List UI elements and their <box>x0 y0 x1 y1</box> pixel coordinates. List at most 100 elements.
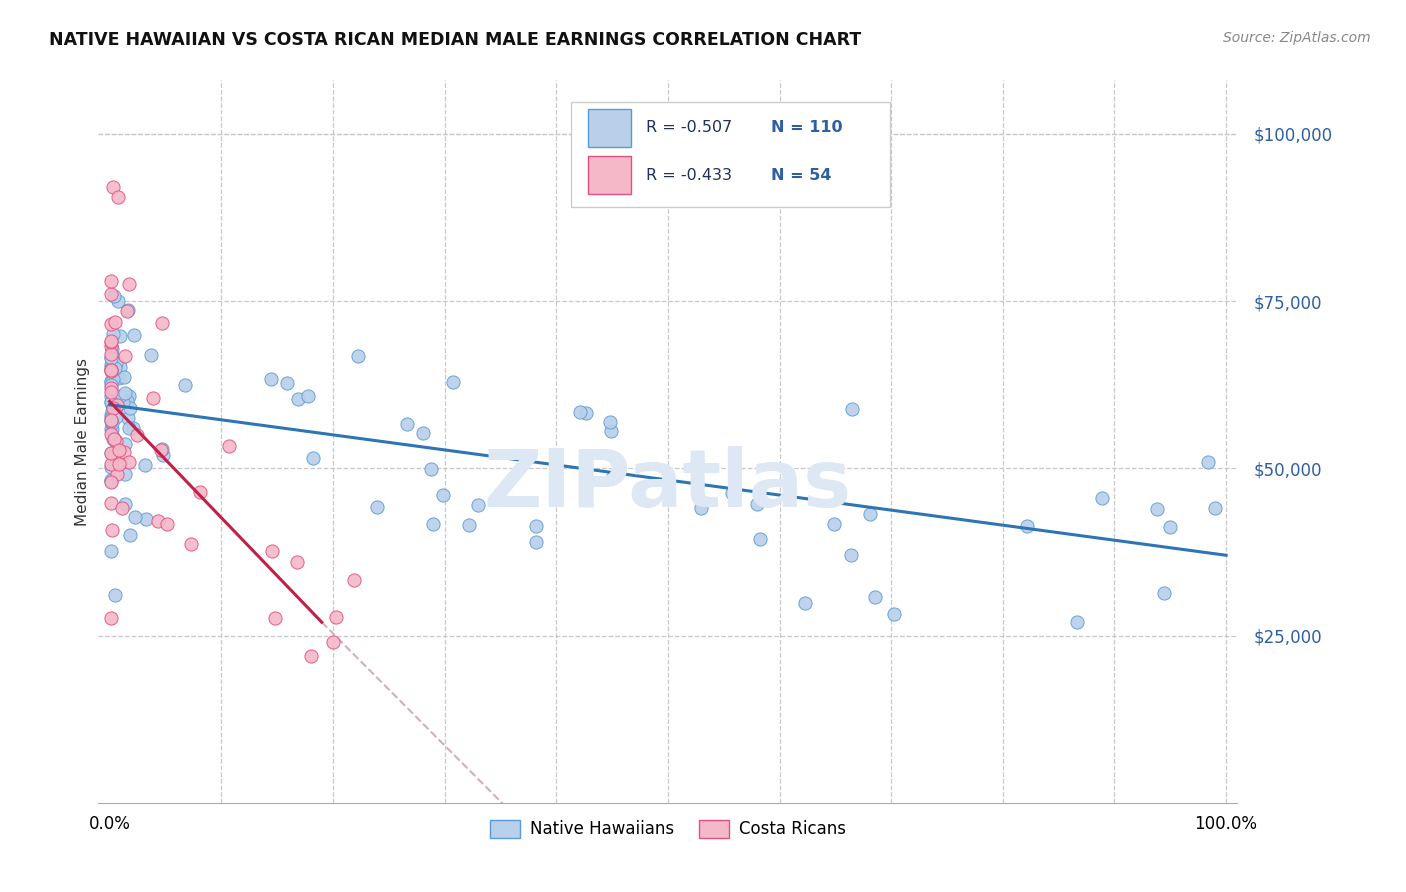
Point <box>114 385 136 400</box>
Point <box>117 303 139 318</box>
Point <box>100 361 122 376</box>
Point <box>134 458 156 472</box>
Point <box>100 395 122 409</box>
Point <box>721 486 744 500</box>
Point <box>112 370 135 384</box>
Point <box>1159 520 1181 534</box>
Point <box>100 286 122 301</box>
Point <box>104 361 127 376</box>
Point <box>114 349 136 363</box>
Point <box>103 289 125 303</box>
Point <box>101 417 124 431</box>
Point <box>108 329 131 343</box>
Point <box>100 363 122 377</box>
Point <box>412 426 434 441</box>
Point <box>100 381 122 395</box>
Text: R = -0.507: R = -0.507 <box>647 120 733 136</box>
FancyBboxPatch shape <box>571 102 890 207</box>
Point <box>100 474 122 488</box>
Point <box>100 496 122 510</box>
Point <box>793 596 815 610</box>
Point <box>100 376 122 390</box>
Point <box>100 334 122 349</box>
Point <box>1146 502 1168 516</box>
Point <box>101 372 124 386</box>
Point <box>101 432 124 446</box>
Point <box>122 421 145 435</box>
Point <box>103 430 125 444</box>
Point <box>346 349 368 363</box>
Point <box>142 391 165 405</box>
Point <box>747 497 769 511</box>
Point <box>100 403 122 417</box>
Point <box>100 422 122 436</box>
Y-axis label: Median Male Earnings: Median Male Earnings <box>75 358 90 525</box>
Point <box>823 517 845 532</box>
Point <box>104 588 127 602</box>
Point <box>100 347 122 361</box>
Point <box>297 389 319 403</box>
Point <box>135 512 157 526</box>
Point <box>100 339 122 353</box>
Point <box>107 446 129 460</box>
Point <box>114 497 136 511</box>
Point <box>115 394 138 409</box>
Point <box>180 537 202 551</box>
Point <box>101 342 124 356</box>
Point <box>841 401 863 416</box>
Point <box>150 316 173 330</box>
Point <box>101 180 124 194</box>
Point <box>1066 615 1088 630</box>
Point <box>600 471 623 485</box>
Point <box>524 519 547 533</box>
Point <box>322 635 344 649</box>
Point <box>299 648 322 663</box>
Point <box>883 607 905 622</box>
Point <box>118 528 141 542</box>
Point <box>101 523 124 537</box>
Point <box>1198 455 1220 469</box>
Text: NATIVE HAWAIIAN VS COSTA RICAN MEDIAN MALE EARNINGS CORRELATION CHART: NATIVE HAWAIIAN VS COSTA RICAN MEDIAN MA… <box>49 31 862 49</box>
Point <box>118 277 141 292</box>
Point <box>108 457 131 471</box>
Point <box>146 514 169 528</box>
Point <box>395 417 418 431</box>
Point <box>599 415 621 429</box>
Point <box>100 413 122 427</box>
Point <box>100 411 122 425</box>
Point <box>524 535 547 549</box>
Point <box>108 389 131 403</box>
Point <box>103 432 125 446</box>
Point <box>690 501 713 516</box>
Point <box>115 303 138 318</box>
Point <box>100 385 122 400</box>
Point <box>575 406 598 420</box>
Legend: Native Hawaiians, Costa Ricans: Native Hawaiians, Costa Ricans <box>484 813 852 845</box>
Point <box>105 443 128 458</box>
Point <box>1091 491 1114 505</box>
Text: N = 54: N = 54 <box>772 168 832 183</box>
Point <box>117 410 139 425</box>
Point <box>600 425 623 439</box>
Point <box>859 507 882 521</box>
Point <box>262 544 284 558</box>
Point <box>118 401 141 415</box>
FancyBboxPatch shape <box>588 156 631 194</box>
Point <box>104 398 127 412</box>
Point <box>108 455 131 469</box>
Text: R = -0.433: R = -0.433 <box>647 168 733 183</box>
Point <box>105 368 128 382</box>
Point <box>104 393 127 408</box>
Point <box>105 405 128 419</box>
Point <box>104 403 127 417</box>
Point <box>152 448 174 462</box>
Point <box>103 449 125 463</box>
Point <box>104 356 127 370</box>
Point <box>101 398 124 412</box>
Point <box>103 326 125 341</box>
Point <box>100 426 122 441</box>
Point <box>100 446 122 460</box>
Point <box>419 462 441 476</box>
Point <box>105 434 128 448</box>
Point <box>100 475 122 489</box>
